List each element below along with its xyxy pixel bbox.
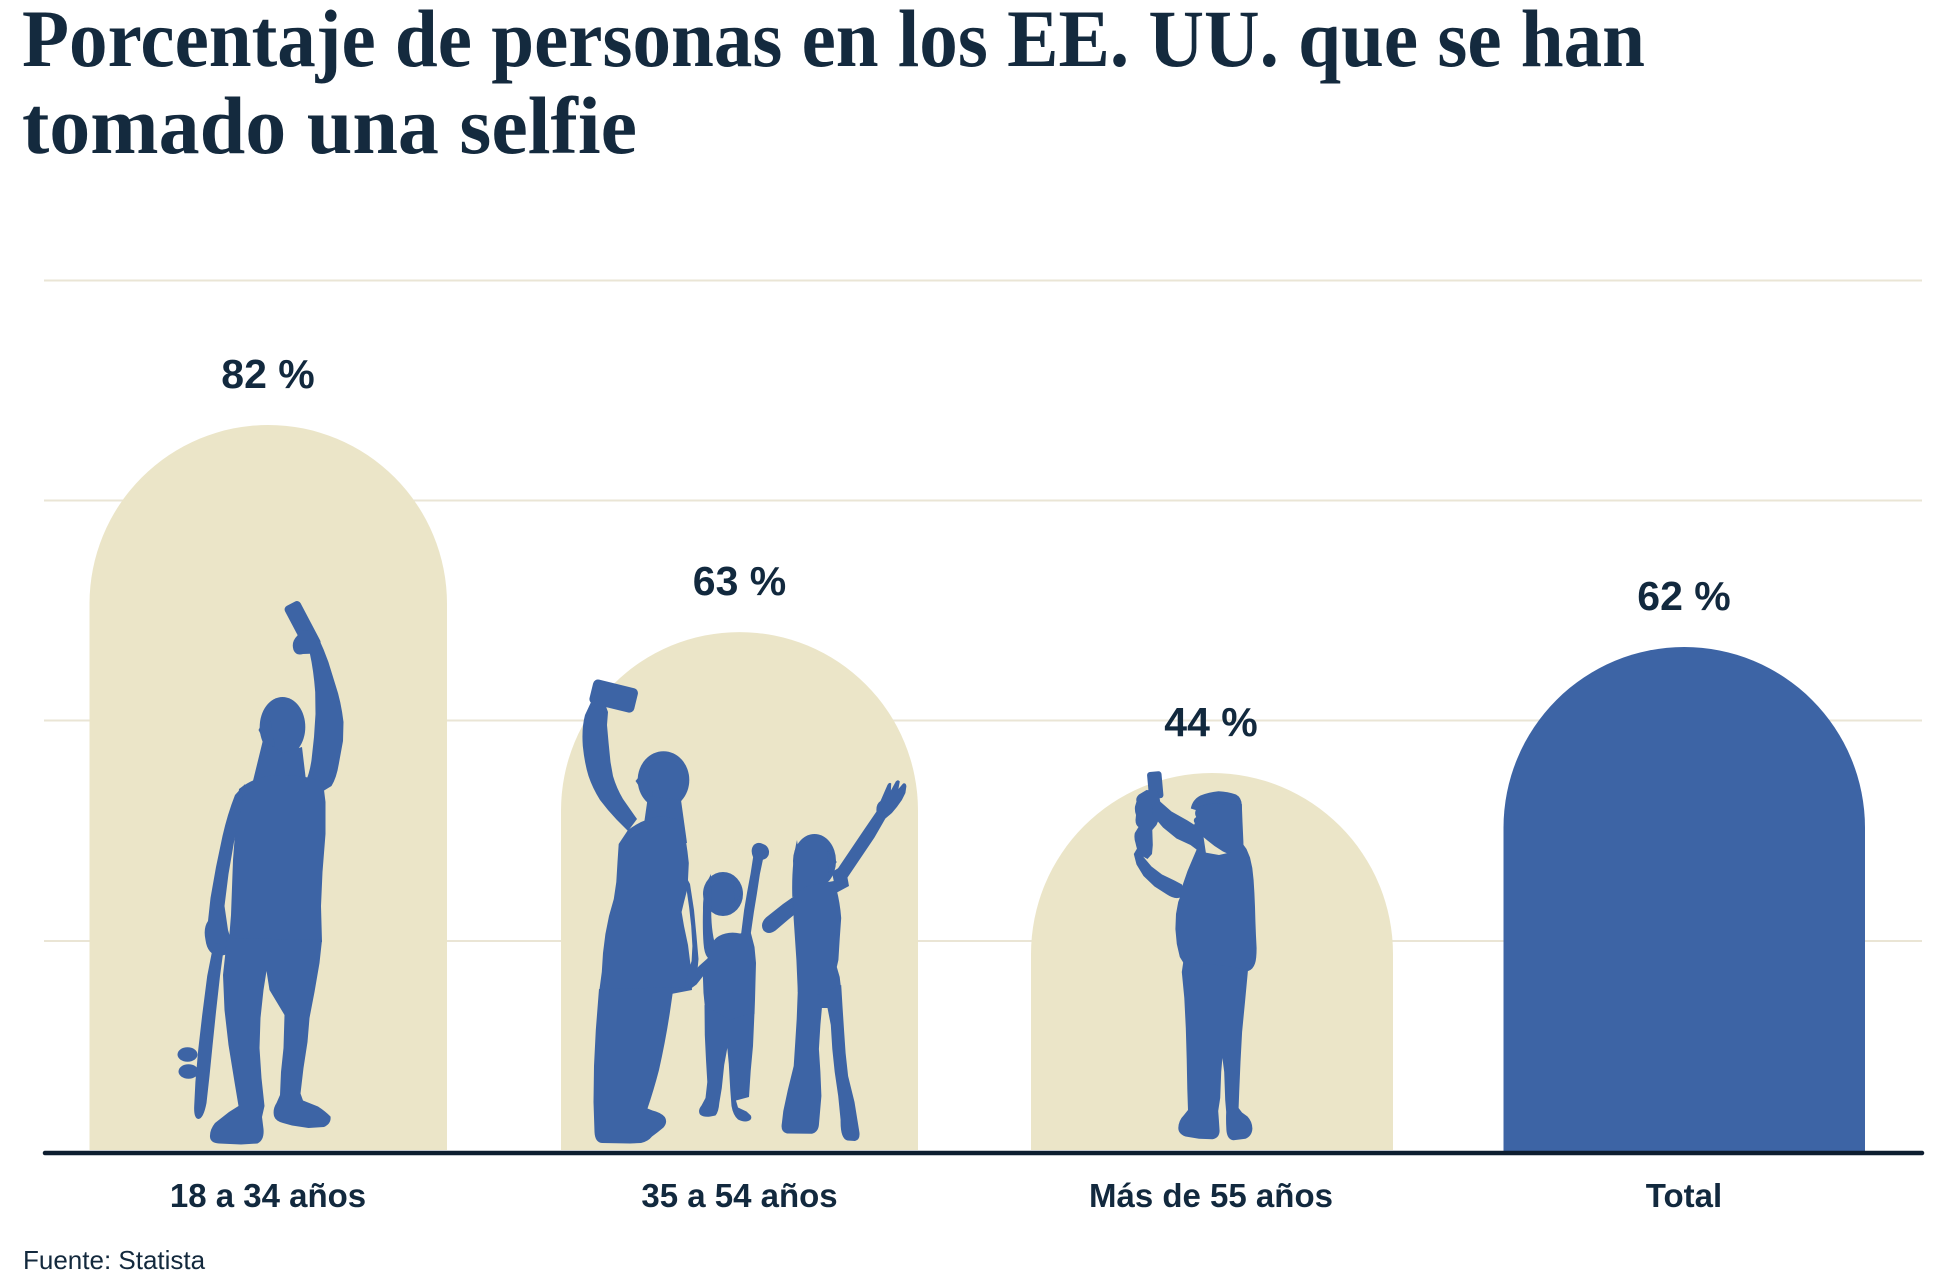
svg-text:44 %: 44 % xyxy=(1164,699,1257,745)
svg-text:Fuente: Statista: Fuente: Statista xyxy=(23,1245,206,1275)
svg-text:Porcentaje de personas en los: Porcentaje de personas en los EE. UU. qu… xyxy=(22,0,1645,84)
svg-text:35 a 54 años: 35 a 54 años xyxy=(641,1177,837,1214)
svg-text:63 %: 63 % xyxy=(693,558,786,604)
svg-text:82 %: 82 % xyxy=(221,351,314,397)
svg-text:62 %: 62 % xyxy=(1637,573,1730,619)
svg-text:tomado una selfie: tomado una selfie xyxy=(22,80,637,171)
svg-text:Más de 55 años: Más de 55 años xyxy=(1089,1177,1333,1214)
svg-text:18 a 34 años: 18 a 34 años xyxy=(170,1177,366,1214)
svg-text:Total: Total xyxy=(1646,1177,1722,1214)
